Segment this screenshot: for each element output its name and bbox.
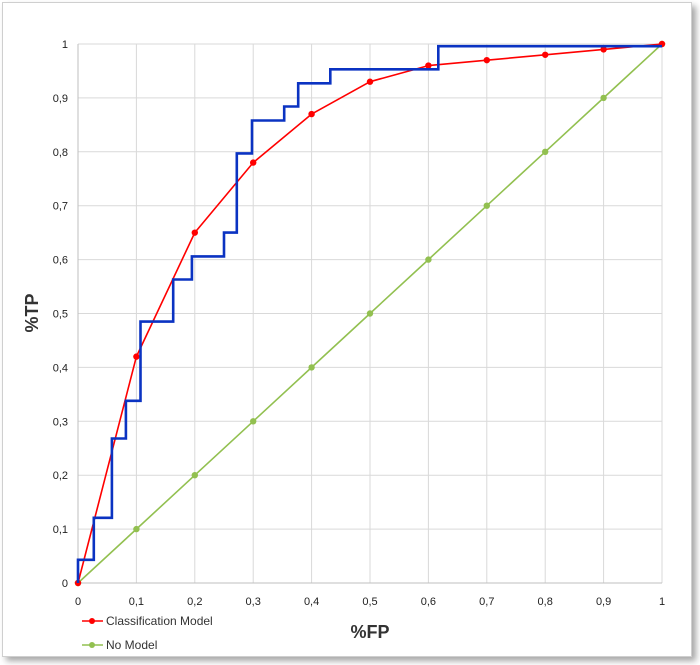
y-tick-label: 0,5 [53, 309, 68, 321]
point-classification-model [250, 159, 257, 166]
legend-item-no-model: No Model [82, 638, 157, 652]
y-tick-label: 0,3 [53, 416, 68, 428]
point-no-model [133, 525, 140, 533]
x-tick-label: 0,1 [129, 596, 144, 608]
point-classification-model [483, 56, 490, 64]
y-tick-label: 0 [62, 578, 68, 590]
point-no-model [425, 256, 432, 263]
legend: Classification Model No Model [82, 614, 213, 652]
x-tick-label: 0,5 [362, 596, 377, 608]
y-tick-label: 0,8 [53, 147, 68, 159]
point-no-model [366, 310, 374, 317]
x-tick-labels: 0 0,1 0,2 0,3 0,4 0,5 0,6 0,7 0,8 0,9 1 [75, 596, 665, 608]
y-axis-title: %TP [22, 293, 42, 332]
point-no-model [308, 364, 315, 371]
grid-lines [78, 43, 663, 583]
point-classification-model [133, 353, 140, 360]
point-no-model [483, 202, 490, 209]
x-tick-label: 1 [659, 596, 665, 608]
y-tick-label: 0,7 [53, 201, 68, 213]
legend-marker-classification-model [89, 618, 95, 624]
y-tick-label: 0,4 [53, 362, 68, 374]
x-axis-title: %FP [350, 622, 389, 642]
y-tick-label: 0,2 [53, 470, 68, 482]
legend-label-classification-model: Classification Model [106, 614, 213, 628]
point-no-model [600, 94, 607, 102]
point-no-model [542, 148, 549, 155]
y-tick-label: 1 [62, 39, 68, 51]
x-tick-label: 0,9 [596, 596, 611, 608]
legend-marker-no-model [89, 642, 95, 648]
x-tick-label: 0,3 [246, 596, 261, 608]
point-classification-model [542, 51, 549, 58]
y-tick-labels: 0 0,1 0,2 0,3 0,4 0,5 0,6 0,7 0,8 0,9 1 [53, 39, 68, 590]
x-tick-label: 0,4 [304, 596, 319, 608]
series-group [74, 40, 666, 587]
y-tick-label: 0,1 [53, 524, 68, 536]
point-no-model [250, 418, 257, 425]
x-tick-label: 0 [75, 596, 81, 608]
point-classification-model [191, 229, 198, 236]
x-tick-label: 0,6 [421, 596, 436, 608]
point-classification-model [600, 46, 607, 53]
point-classification-model [308, 110, 315, 118]
x-tick-label: 0,7 [479, 596, 494, 608]
y-tick-label: 0,9 [53, 93, 68, 105]
legend-label-no-model: No Model [106, 638, 157, 652]
x-tick-label: 0,8 [538, 596, 553, 608]
point-no-model [191, 472, 198, 479]
series-line-step [76, 44, 662, 583]
point-classification-model [366, 78, 374, 85]
y-tick-label: 0,6 [53, 255, 68, 267]
x-tick-label: 0,2 [187, 596, 202, 608]
legend-item-classification-model: Classification Model [82, 614, 213, 628]
axes [77, 44, 662, 584]
point-classification-model [425, 62, 432, 69]
